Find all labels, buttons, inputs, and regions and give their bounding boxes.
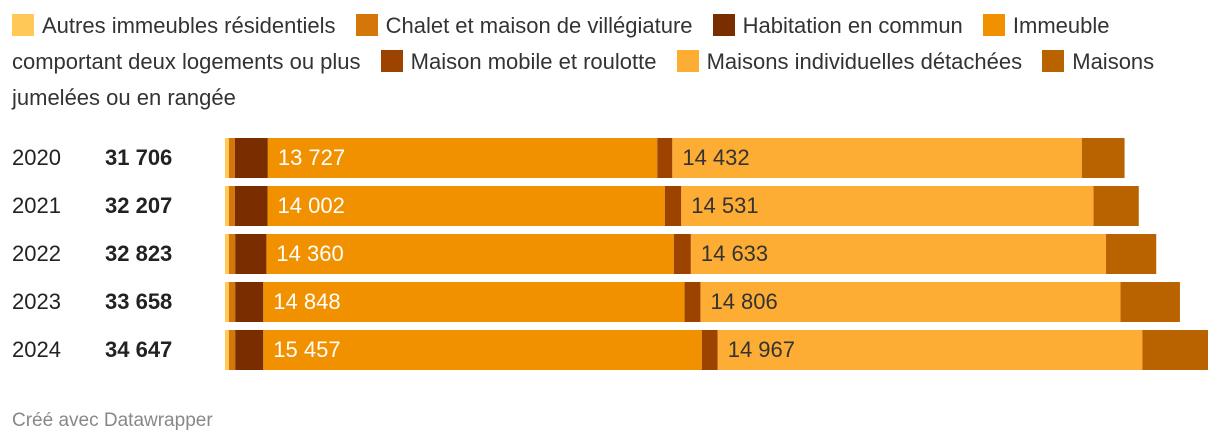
total-label: 31 706 [105,145,172,170]
bar-segment [1106,234,1157,274]
value-label: 14 848 [273,289,340,314]
bar-segment [673,234,691,274]
legend: Autres immeubles résidentiels Chalet et … [12,8,1172,116]
legend-swatch [1042,50,1065,72]
value-label: 15 457 [273,337,340,362]
value-label: 14 432 [682,145,749,170]
legend-item: Autres immeubles résidentiels [12,13,335,38]
bar-segment [228,282,236,322]
bar-segment [225,234,229,274]
legend-item: Maison mobile et roulotte [380,49,657,74]
value-label: 14 967 [728,337,795,362]
bar-segment [267,138,658,178]
legend-item: Maisons jumelées ou en rangée [12,49,1154,110]
bar-segment [228,330,236,370]
legend-label: Maisons jumelées ou en rangée [12,49,1155,110]
bar-segment [1093,186,1139,226]
bar-segment [664,186,682,226]
bar-segment [228,234,236,274]
value-label: 14 360 [276,241,343,266]
legend-label: Maisons individuelles détachées [706,49,1023,74]
bar-segment [1081,138,1125,178]
total-label: 32 207 [105,193,172,218]
bar-segment [263,282,685,322]
chart: 2020 31 706 13 727 14 432 2021 32 207 14 002 14… [12,138,1208,370]
bar-segment [1142,330,1208,370]
bar-segment [690,234,1107,274]
legend-item: Maisons individuelles détachées [676,49,1023,74]
legend-label: Autres immeubles résidentiels [42,13,336,38]
legend-label: Chalet et maison de villégiature [385,13,693,38]
bar-segment [234,186,268,226]
legend-swatch [12,14,34,36]
total-label: 34 647 [105,337,172,362]
total-label: 32 823 [105,241,172,266]
bar-segment [717,330,1143,370]
bar-segment [234,138,268,178]
legend-item: Immeuble comportant deux logements ou pl… [12,13,1110,74]
bar-segment [235,330,264,370]
bar-segment [700,282,1121,322]
bar-segment [701,330,718,370]
bar-segment [235,234,267,274]
value-label: 14 531 [691,193,758,218]
category-label: 2021 [12,193,61,218]
legend-swatch [982,14,1005,36]
bar-segment [228,186,235,226]
legend-label: Habitation en commun [742,13,963,38]
bar-segment [657,138,673,178]
value-label: 13 727 [278,145,345,170]
bar-segment [235,282,264,322]
bar-segment [225,282,229,322]
footer: Créé avec Datawrapper [12,410,213,431]
value-label: 14 633 [701,241,768,266]
bar-segment [1120,282,1180,322]
legend-label: Maison mobile et roulotte [410,49,657,74]
legend-item: Chalet et maison de villégiature [355,13,693,38]
value-label: 14 806 [710,289,777,314]
bar-segment [225,186,229,226]
legend-swatch [712,14,735,36]
category-label: 2022 [12,241,61,266]
total-label: 33 658 [105,289,172,314]
legend-item: Habitation en commun [712,13,963,38]
legend-swatch [355,14,378,36]
bar-segment [225,330,229,370]
legend-label: Immeuble comportant deux logements ou pl… [12,13,1110,74]
bar-segment [266,234,674,274]
bar-segment [263,330,702,370]
legend-swatch [676,50,699,72]
bar-segment [684,282,701,322]
category-label: 2020 [12,145,61,170]
bar-segment [672,138,1082,178]
bar-segment [228,138,235,178]
bar-segment [681,186,1094,226]
bar-segment [267,186,665,226]
category-label: 2023 [12,289,61,314]
category-label: 2024 [12,337,61,362]
legend-swatch [380,50,403,72]
value-label: 14 002 [278,193,345,218]
bar-segment [225,138,229,178]
